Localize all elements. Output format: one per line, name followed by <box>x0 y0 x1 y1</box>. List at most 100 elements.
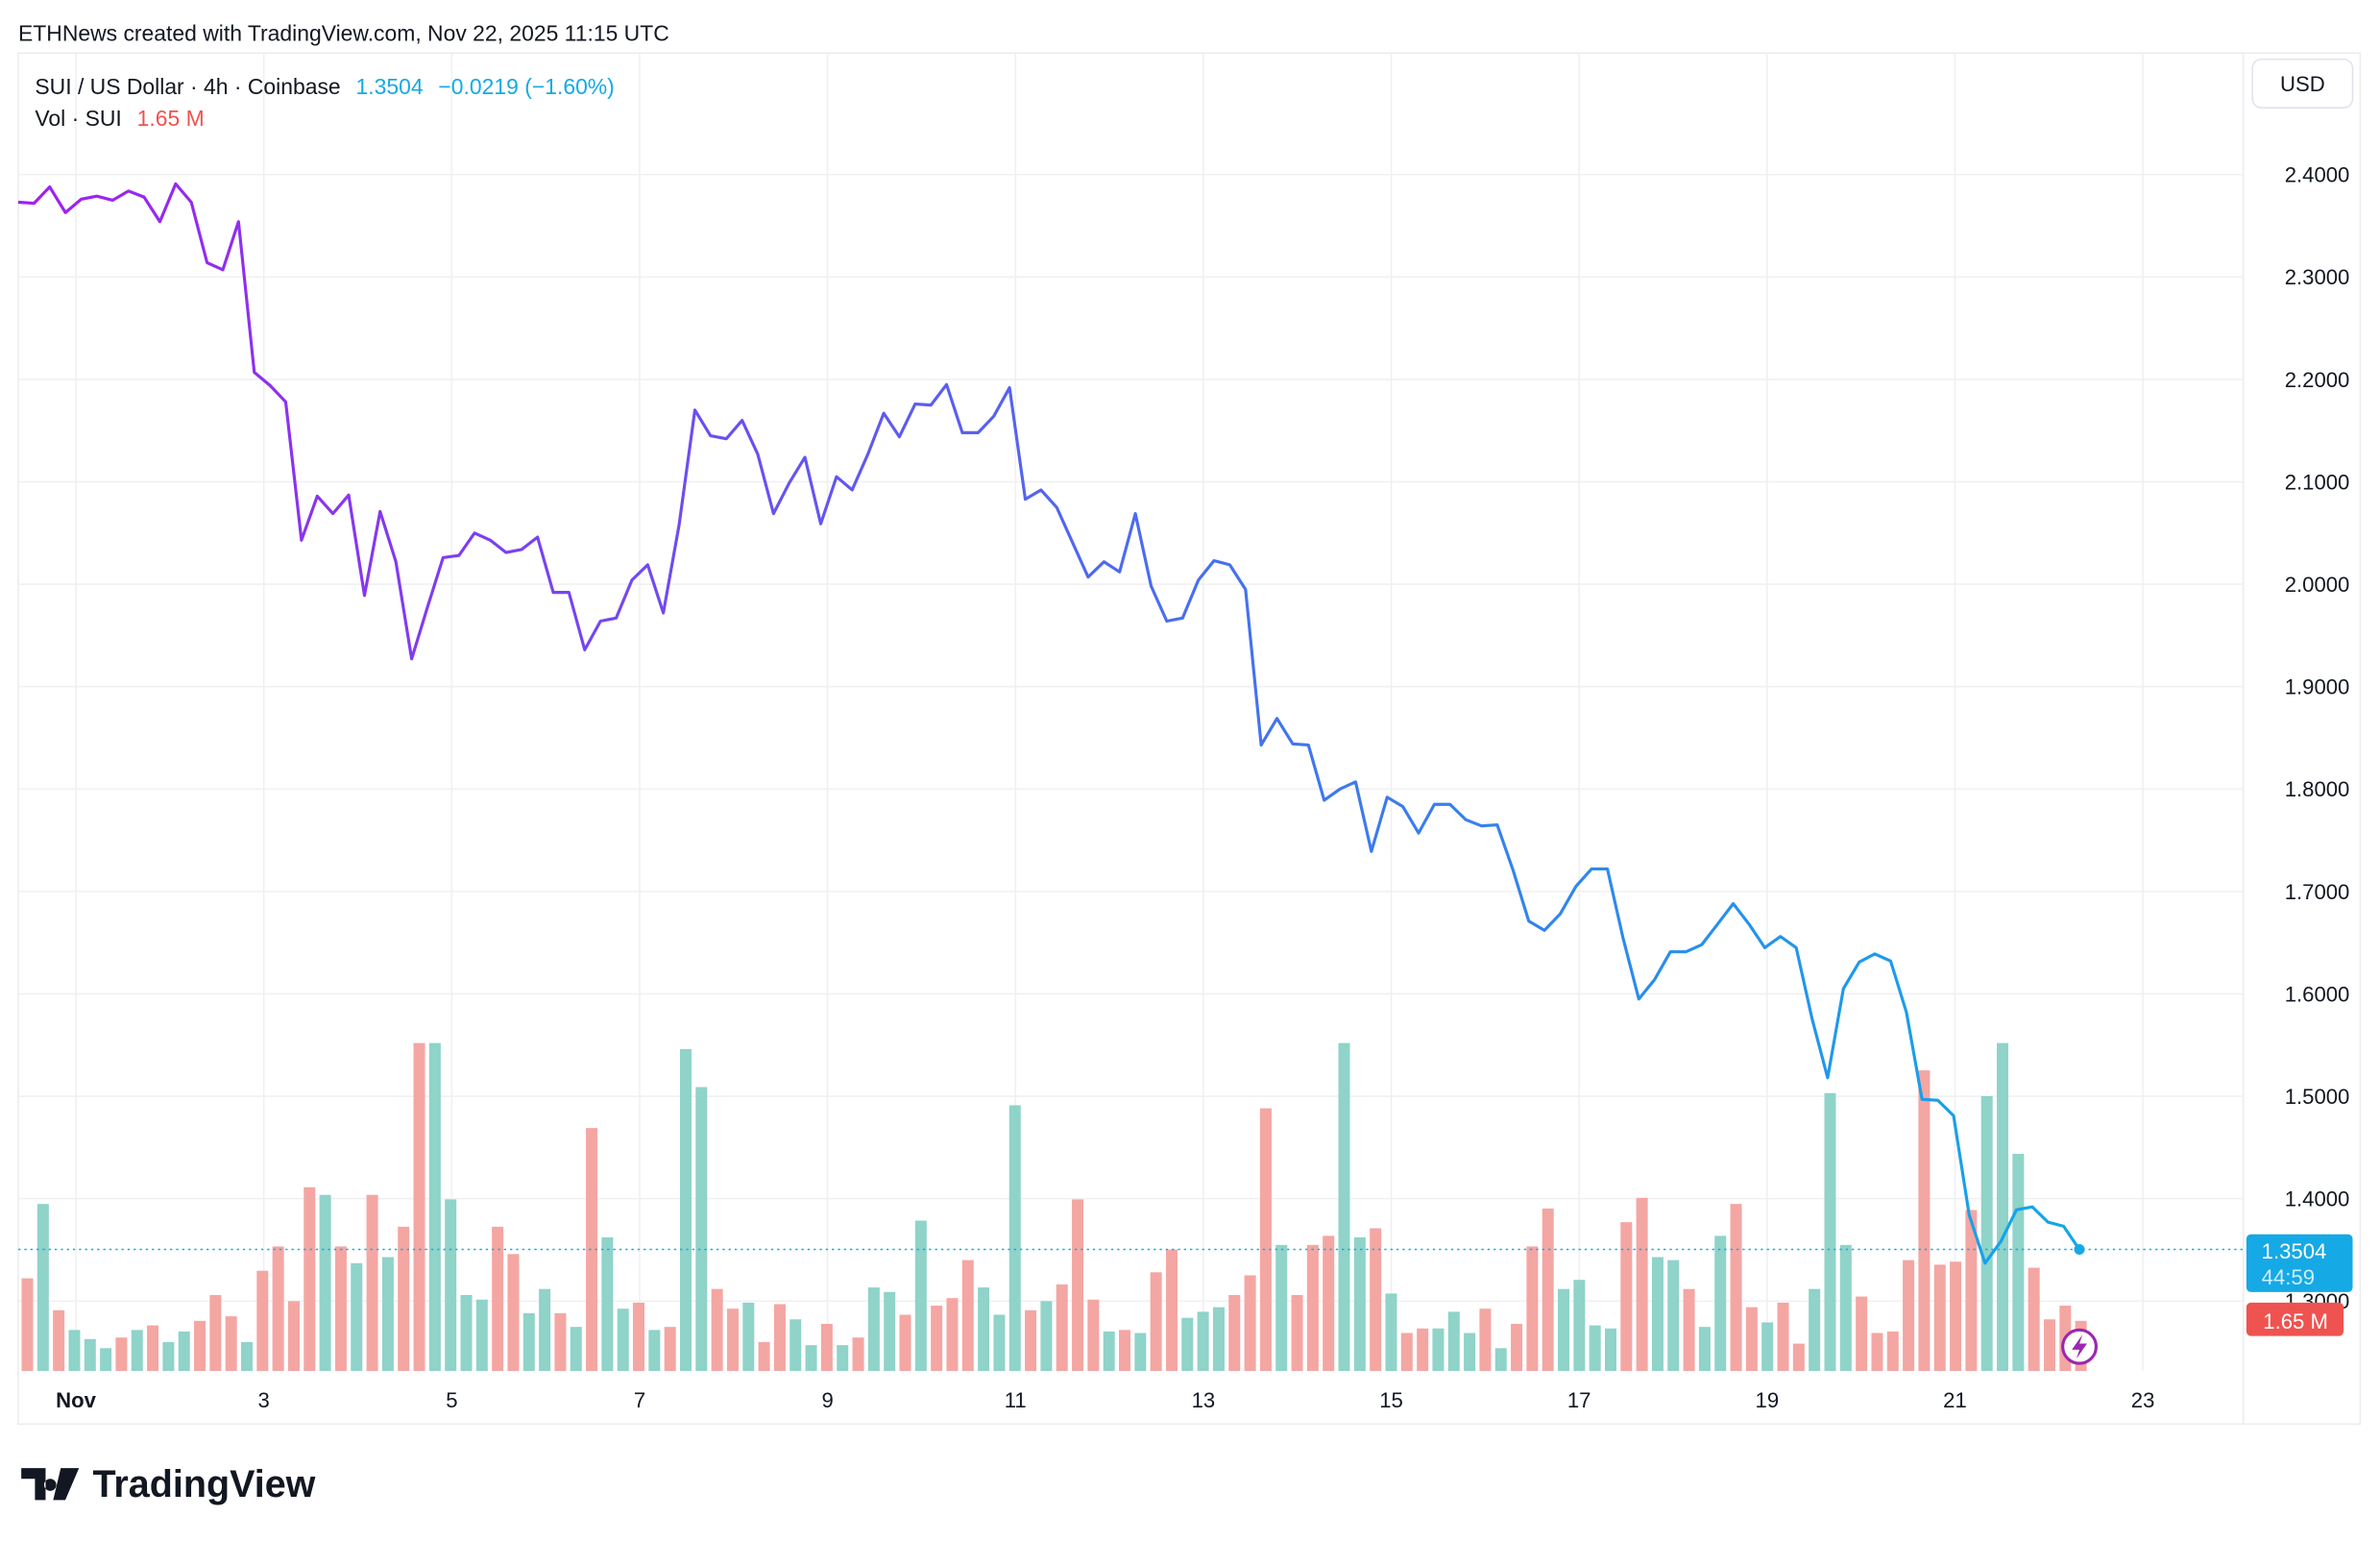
volume-bar <box>475 1299 488 1372</box>
volume-bar <box>726 1309 739 1372</box>
volume-bar <box>398 1226 410 1372</box>
time-axis-labels: Nov 3 5 7 9 11 13 15 17 19 21 23 <box>56 1388 2154 1412</box>
bar-countdown: 44:59 <box>2262 1265 2315 1289</box>
volume-bars <box>21 1042 2087 1372</box>
volume-bar <box>1494 1348 1507 1372</box>
volume-bar <box>1558 1288 1570 1372</box>
volume-bar <box>946 1298 959 1372</box>
svg-text:SUI / US Dollar · 4h · Coinbas: SUI / US Dollar · 4h · Coinbase 1.3504 −… <box>35 74 614 99</box>
price-tick-label: 1.4000 <box>2285 1187 2350 1211</box>
volume-bar <box>1761 1322 1774 1372</box>
volume-bar <box>209 1294 222 1372</box>
volume-bar <box>1087 1299 1100 1372</box>
volume-bar <box>1212 1307 1225 1372</box>
volume-bar <box>1651 1257 1664 1372</box>
volume-bar <box>178 1331 190 1372</box>
tradingview-logo[interactable]: TradingView <box>21 1463 316 1505</box>
currency-button[interactable]: USD <box>2251 58 2354 109</box>
legend-last-price: 1.3504 <box>356 74 424 99</box>
volume-bar <box>1306 1244 1319 1372</box>
volume-bar <box>1683 1288 1695 1372</box>
volume-bar <box>1980 1095 1993 1372</box>
volume-bar <box>961 1260 974 1372</box>
volume-bar <box>319 1194 331 1372</box>
time-tick-label: Nov <box>56 1388 96 1412</box>
volume-bar <box>601 1236 614 1372</box>
volume-bar <box>1526 1246 1539 1372</box>
svg-text:Vol · SUI 1.65 M: Vol · SUI 1.65 M <box>35 106 204 131</box>
volume-bar <box>351 1262 363 1372</box>
volume-bar <box>931 1306 943 1372</box>
chart-frame <box>17 52 2362 1426</box>
volume-bar <box>899 1314 911 1372</box>
volume-bar <box>1353 1236 1366 1372</box>
volume-bar <box>1134 1333 1147 1372</box>
time-tick-label: 17 <box>1567 1388 1591 1412</box>
volume-bar <box>2028 1267 2040 1372</box>
volume-bar <box>648 1330 661 1372</box>
volume-bar <box>1933 1264 1946 1372</box>
volume-bar <box>1997 1042 2009 1372</box>
volume-bar <box>993 1314 1006 1372</box>
volume-bar <box>84 1338 96 1372</box>
volume-bar <box>1259 1108 1272 1372</box>
volume-bar <box>1636 1197 1648 1372</box>
volume-bar <box>1903 1260 1915 1372</box>
volume-bar <box>1667 1260 1680 1372</box>
volume-bar <box>1181 1317 1194 1372</box>
volume-bar <box>1604 1328 1616 1372</box>
volume-bar <box>428 1042 441 1372</box>
price-tick-label: 2.1000 <box>2285 470 2350 494</box>
watermark-text: ETHNews created with TradingView.com, No… <box>18 21 669 46</box>
volume-bar <box>742 1302 755 1372</box>
volume-bar <box>789 1319 802 1372</box>
volume-bar <box>1792 1343 1805 1372</box>
volume-bar <box>1479 1309 1492 1372</box>
price-tick-label: 2.3000 <box>2285 265 2350 289</box>
volume-bar <box>1338 1042 1350 1372</box>
volume-bar <box>867 1287 880 1372</box>
volume-bar <box>1025 1309 1037 1372</box>
price-tick-label: 1.7000 <box>2285 880 2350 904</box>
volume-bar <box>1432 1328 1445 1372</box>
time-tick-label: 23 <box>2131 1388 2155 1412</box>
volume-bar <box>884 1291 896 1372</box>
volume-bar <box>1056 1284 1068 1372</box>
volume-bar <box>225 1316 237 1372</box>
volume-bar <box>664 1327 676 1372</box>
lightning-icon[interactable] <box>2061 1328 2099 1365</box>
legend-symbol[interactable]: SUI / US Dollar · 4h · Coinbase <box>35 74 340 99</box>
volume-bar <box>1809 1288 1821 1372</box>
volume-bar <box>162 1341 175 1372</box>
time-tick-label: 13 <box>1192 1388 1216 1412</box>
volume-bar <box>21 1278 34 1372</box>
volume-bar <box>554 1312 567 1372</box>
price-tick-label: 1.6000 <box>2285 982 2350 1006</box>
legend-volume-label[interactable]: Vol · SUI <box>35 106 121 131</box>
volume-bar <box>131 1330 143 1372</box>
volume-bar <box>1072 1199 1084 1372</box>
volume-bar <box>1165 1249 1178 1372</box>
volume-bar <box>381 1257 394 1372</box>
volume-bar <box>1745 1307 1758 1372</box>
volume-bar <box>758 1341 770 1372</box>
volume-bar <box>1464 1333 1476 1372</box>
price-tick-label: 1.5000 <box>2285 1085 2350 1109</box>
last-price-dot <box>2074 1243 2085 1256</box>
volume-bar <box>240 1341 254 1372</box>
volume-bar <box>1886 1331 1899 1372</box>
last-price-badge-value: 1.3504 <box>2262 1239 2327 1263</box>
volume-bar <box>1777 1302 1789 1372</box>
volume-bar <box>852 1337 864 1372</box>
volume-bar <box>36 1204 49 1372</box>
volume-bar <box>2043 1319 2055 1372</box>
volume-bar <box>1589 1325 1601 1372</box>
volume-bar <box>1008 1105 1021 1372</box>
volume-bar <box>1417 1328 1429 1372</box>
volume-bar <box>1197 1311 1209 1372</box>
volume-bar <box>1856 1296 1868 1372</box>
legend-volume-value: 1.65 M <box>137 106 205 131</box>
volume-bar <box>773 1304 786 1372</box>
volume-bar <box>1244 1275 1256 1372</box>
